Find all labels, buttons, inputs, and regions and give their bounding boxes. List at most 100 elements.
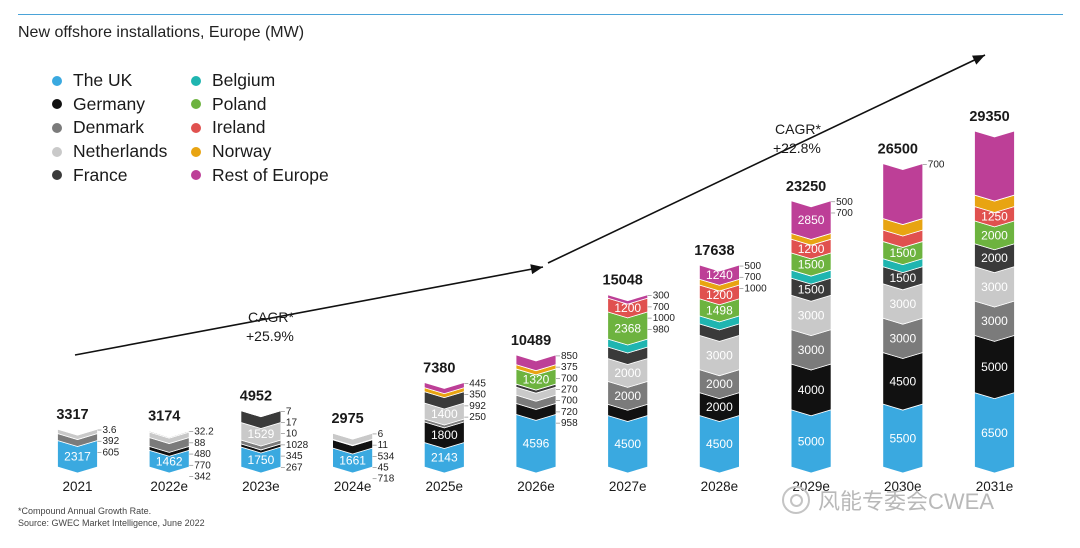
legend-swatch <box>52 99 62 110</box>
bar-segment <box>607 294 649 305</box>
footnote-source: Source: GWEC Market Intelligence, June 2… <box>18 518 205 528</box>
bar-total-label: 29350 <box>969 109 1009 125</box>
side-label: 700 <box>561 396 578 407</box>
bar-total-label: 4952 <box>240 388 272 404</box>
side-label: 500 <box>744 261 761 272</box>
bar-segment <box>423 381 465 395</box>
bar-value-label: 3000 <box>798 308 825 322</box>
side-label: 605 <box>103 447 120 458</box>
side-label: 6 <box>378 429 384 440</box>
side-label: 770 <box>194 460 211 471</box>
category-label: 2024e <box>334 479 372 494</box>
side-label: 980 <box>653 324 670 335</box>
bar-total-label: 23250 <box>786 179 826 195</box>
legend-swatch <box>52 75 62 86</box>
bar-value-label: 1529 <box>248 427 275 441</box>
bar-value-label: 3000 <box>981 280 1008 294</box>
side-label: 850 <box>561 351 578 362</box>
side-label: 700 <box>928 160 945 171</box>
category-label: 2031e <box>976 479 1014 494</box>
category-label: 2021 <box>62 479 92 494</box>
bar-value-label: 2000 <box>614 389 641 403</box>
legend-item: Ireland <box>191 117 266 138</box>
bar-value-label: 5000 <box>798 434 825 448</box>
bar-total-label: 3174 <box>148 409 180 425</box>
bar-value-label: 2143 <box>431 451 458 465</box>
bar-value-label: 1462 <box>156 455 183 469</box>
bar-value-label: 3000 <box>706 349 733 363</box>
bar-total-label: 3317 <box>56 407 88 423</box>
footnote-cagr: *Compound Annual Growth Rate. <box>18 506 152 516</box>
legend-item: Germany <box>52 94 145 115</box>
bar-value-label: 2000 <box>981 228 1008 242</box>
side-label: 1000 <box>744 283 767 294</box>
bar-value-label: 1500 <box>798 283 825 297</box>
bar-segment <box>974 130 1015 202</box>
legend-label: Norway <box>212 141 272 162</box>
side-label: 700 <box>561 373 578 384</box>
category-label: 2027e <box>609 479 647 494</box>
legend-swatch <box>191 99 201 110</box>
bar-total-label: 7380 <box>423 360 455 376</box>
legend-item: Rest of Europe <box>191 165 329 186</box>
side-label: 17 <box>286 417 298 428</box>
bar-value-label: 1200 <box>614 301 641 315</box>
cagr-label-1-value: +25.9% <box>246 328 294 344</box>
bar-total-label: 17638 <box>694 243 734 259</box>
category-label: 2023e <box>242 479 280 494</box>
side-label: 350 <box>469 390 486 401</box>
bar-total-label: 26500 <box>878 142 918 158</box>
bar-value-label: 4596 <box>523 437 550 451</box>
legend-swatch <box>191 122 201 133</box>
side-label: 267 <box>286 462 303 473</box>
bar-segment <box>57 428 98 436</box>
bar-value-label: 2000 <box>706 377 733 391</box>
side-label: 1000 <box>653 313 676 324</box>
bar-segment <box>790 200 832 240</box>
side-label: 11 <box>378 440 389 451</box>
side-label: 720 <box>561 407 578 418</box>
side-label: 45 <box>378 463 390 474</box>
bar-value-label: 1500 <box>889 271 916 285</box>
side-label: 700 <box>836 208 853 219</box>
side-label: 250 <box>469 412 486 423</box>
legend-swatch <box>52 170 62 181</box>
legend-label: Rest of Europe <box>212 164 329 185</box>
legend-item: Norway <box>191 141 271 162</box>
bar-value-label: 2000 <box>981 251 1008 265</box>
bar-value-label: 1750 <box>248 453 275 467</box>
legend-item: The UK <box>52 70 132 91</box>
side-label: 534 <box>378 451 395 462</box>
side-label: 700 <box>744 272 761 283</box>
side-label: 700 <box>653 302 670 313</box>
cagr-arrow-1 <box>74 266 544 356</box>
bar-segment <box>332 432 373 440</box>
legend-item: Belgium <box>191 70 275 91</box>
wechat-icon <box>782 486 810 514</box>
bar-value-label: 5000 <box>981 360 1008 374</box>
bar-total-label: 2975 <box>331 411 363 427</box>
bar-value-label: 1200 <box>798 242 825 256</box>
bar-total-label: 15048 <box>603 273 643 289</box>
bar-value-label: 1240 <box>706 268 733 282</box>
legend-item: Denmark <box>52 117 144 138</box>
bar-value-label: 1498 <box>706 303 733 317</box>
category-label: 2030e <box>884 479 922 494</box>
side-label: 10 <box>286 429 298 440</box>
bar-value-label: 1400 <box>431 407 458 421</box>
bar-value-label: 1661 <box>339 453 366 467</box>
bar-value-label: 3000 <box>981 314 1008 328</box>
side-label: 480 <box>194 449 211 460</box>
legend-label: Ireland <box>212 117 266 138</box>
bar-value-label: 3000 <box>798 343 825 357</box>
bar-value-label: 2000 <box>706 400 733 414</box>
side-label: 3.6 <box>103 425 117 436</box>
legend-label: France <box>73 164 128 185</box>
legend-label: Netherlands <box>73 141 168 162</box>
watermark: 风能专委会CWEA <box>782 484 994 516</box>
side-label: 500 <box>836 197 853 208</box>
legend-label: Belgium <box>212 70 276 90</box>
bar-segment <box>240 409 282 417</box>
bar-segment <box>148 430 190 438</box>
